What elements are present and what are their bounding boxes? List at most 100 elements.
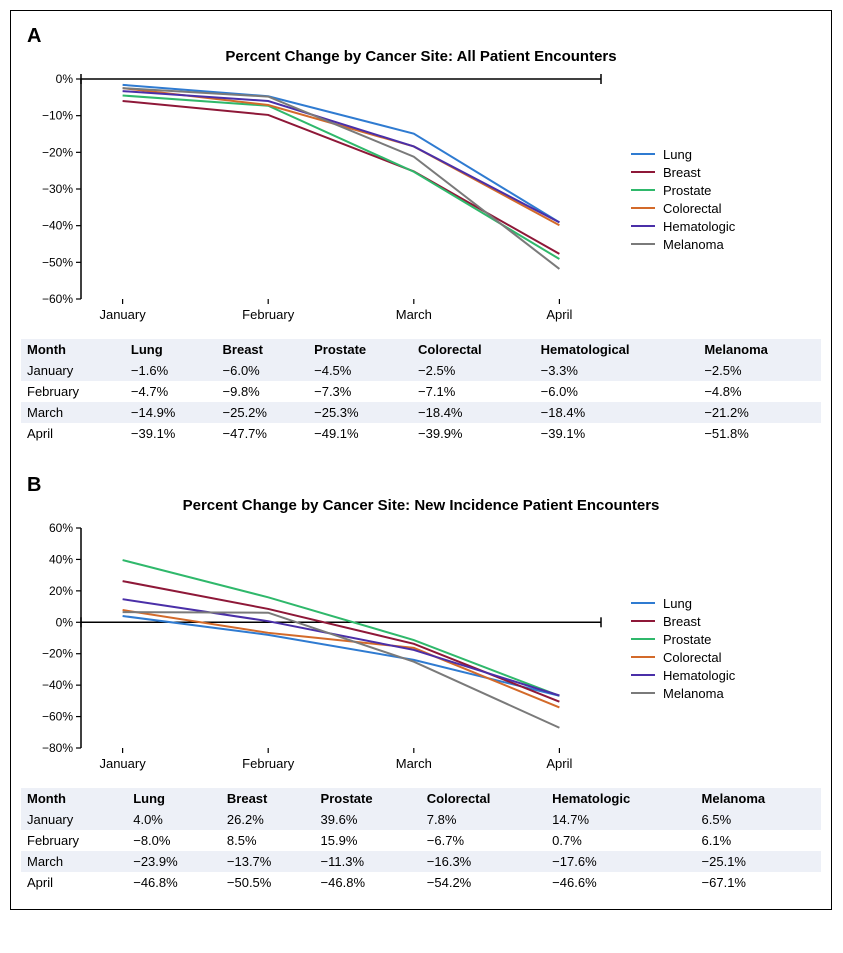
svg-text:April: April — [546, 756, 572, 771]
table-cell: −6.7% — [421, 830, 546, 851]
panel-label: B — [27, 474, 821, 497]
svg-text:March: March — [396, 307, 432, 322]
panel: A Percent Change by Cancer Site: All Pat… — [11, 11, 831, 444]
table-cell: −46.8% — [127, 872, 221, 893]
svg-text:−40%: −40% — [42, 219, 73, 233]
legend-item: Melanoma — [631, 237, 761, 252]
chart-svg: −60%−50%−40%−30%−20%−10%0%JanuaryFebruar… — [21, 69, 621, 329]
legend-label: Prostate — [663, 183, 711, 198]
svg-text:February: February — [242, 307, 295, 322]
legend-item: Lung — [631, 596, 761, 611]
svg-text:April: April — [546, 307, 572, 322]
chart-plot: −60%−50%−40%−30%−20%−10%0%JanuaryFebruar… — [21, 69, 621, 329]
table-cell: −6.0% — [217, 360, 309, 381]
legend-label: Colorectal — [663, 201, 722, 216]
table-cell: 7.8% — [421, 809, 546, 830]
table-cell: 6.1% — [696, 830, 821, 851]
table-cell: −17.6% — [546, 851, 695, 872]
svg-text:60%: 60% — [49, 521, 73, 535]
table-cell: −46.6% — [546, 872, 695, 893]
table-cell: −2.5% — [698, 360, 821, 381]
legend-item: Colorectal — [631, 650, 761, 665]
svg-text:March: March — [396, 756, 432, 771]
legend-item: Hematologic — [631, 219, 761, 234]
table-header: Hematologic — [546, 788, 695, 809]
table-cell: −4.5% — [308, 360, 412, 381]
table-cell: −46.8% — [315, 872, 421, 893]
legend-label: Colorectal — [663, 650, 722, 665]
table-cell: −1.6% — [125, 360, 217, 381]
table-cell: −67.1% — [696, 872, 821, 893]
chart-title: Percent Change by Cancer Site: All Patie… — [21, 48, 821, 65]
table-cell: −8.0% — [127, 830, 221, 851]
table-cell: 15.9% — [315, 830, 421, 851]
svg-text:0%: 0% — [56, 72, 74, 86]
svg-text:−80%: −80% — [42, 741, 73, 755]
legend-item: Lung — [631, 147, 761, 162]
table-cell: −50.5% — [221, 872, 315, 893]
legend-swatch — [631, 153, 655, 155]
table-cell: −11.3% — [315, 851, 421, 872]
panel-label: A — [27, 25, 821, 48]
svg-text:−20%: −20% — [42, 647, 73, 661]
table-cell: 8.5% — [221, 830, 315, 851]
table-cell: 14.7% — [546, 809, 695, 830]
legend-item: Breast — [631, 614, 761, 629]
table-cell: 26.2% — [221, 809, 315, 830]
svg-text:February: February — [242, 756, 295, 771]
svg-text:−60%: −60% — [42, 292, 73, 306]
legend-label: Breast — [663, 614, 701, 629]
table-header: Prostate — [308, 339, 412, 360]
table-cell: −14.9% — [125, 402, 217, 423]
table-header: Colorectal — [412, 339, 535, 360]
table-cell: −7.1% — [412, 381, 535, 402]
data-table: MonthLungBreastProstateColorectalHematol… — [21, 788, 821, 893]
table-cell: −39.1% — [125, 423, 217, 444]
table-cell: −16.3% — [421, 851, 546, 872]
table-header: Prostate — [315, 788, 421, 809]
legend-item: Breast — [631, 165, 761, 180]
svg-text:20%: 20% — [49, 584, 73, 598]
legend-swatch — [631, 207, 655, 209]
legend-swatch — [631, 602, 655, 604]
legend-swatch — [631, 656, 655, 658]
legend-swatch — [631, 243, 655, 245]
legend-label: Melanoma — [663, 686, 724, 701]
svg-text:40%: 40% — [49, 552, 73, 566]
table-row: February−4.7%−9.8%−7.3%−7.1%−6.0%−4.8% — [21, 381, 821, 402]
table-cell: −51.8% — [698, 423, 821, 444]
chart-area: Percent Change by Cancer Site: New Incid… — [21, 497, 821, 778]
legend-swatch — [631, 692, 655, 694]
table-header: Lung — [127, 788, 221, 809]
chart-title: Percent Change by Cancer Site: New Incid… — [21, 497, 821, 514]
legend-swatch — [631, 225, 655, 227]
table-header: Month — [21, 788, 127, 809]
svg-text:−10%: −10% — [42, 109, 73, 123]
table-row: April−39.1%−47.7%−49.1%−39.9%−39.1%−51.8… — [21, 423, 821, 444]
table-cell: −47.7% — [217, 423, 309, 444]
table-cell: −18.4% — [535, 402, 699, 423]
table-row: March−14.9%−25.2%−25.3%−18.4%−18.4%−21.2… — [21, 402, 821, 423]
table-cell: −54.2% — [421, 872, 546, 893]
table-cell: −25.1% — [696, 851, 821, 872]
panel: B Percent Change by Cancer Site: New Inc… — [11, 460, 831, 893]
table-cell: −18.4% — [412, 402, 535, 423]
table-cell: February — [21, 830, 127, 851]
table-header: Melanoma — [696, 788, 821, 809]
svg-text:−40%: −40% — [42, 678, 73, 692]
legend-label: Hematologic — [663, 219, 735, 234]
table-cell: −39.1% — [535, 423, 699, 444]
table-cell: −6.0% — [535, 381, 699, 402]
table-header: Melanoma — [698, 339, 821, 360]
table-cell: −39.9% — [412, 423, 535, 444]
table-row: February−8.0%8.5%15.9%−6.7%0.7%6.1% — [21, 830, 821, 851]
table-cell: 39.6% — [315, 809, 421, 830]
legend-swatch — [631, 638, 655, 640]
legend-label: Melanoma — [663, 237, 724, 252]
chart-plot: −80%−60%−40%−20%0%20%40%60%JanuaryFebrua… — [21, 518, 621, 778]
table-cell: 6.5% — [696, 809, 821, 830]
svg-text:January: January — [99, 307, 146, 322]
legend-item: Prostate — [631, 183, 761, 198]
svg-text:−20%: −20% — [42, 145, 73, 159]
table-cell: −2.5% — [412, 360, 535, 381]
